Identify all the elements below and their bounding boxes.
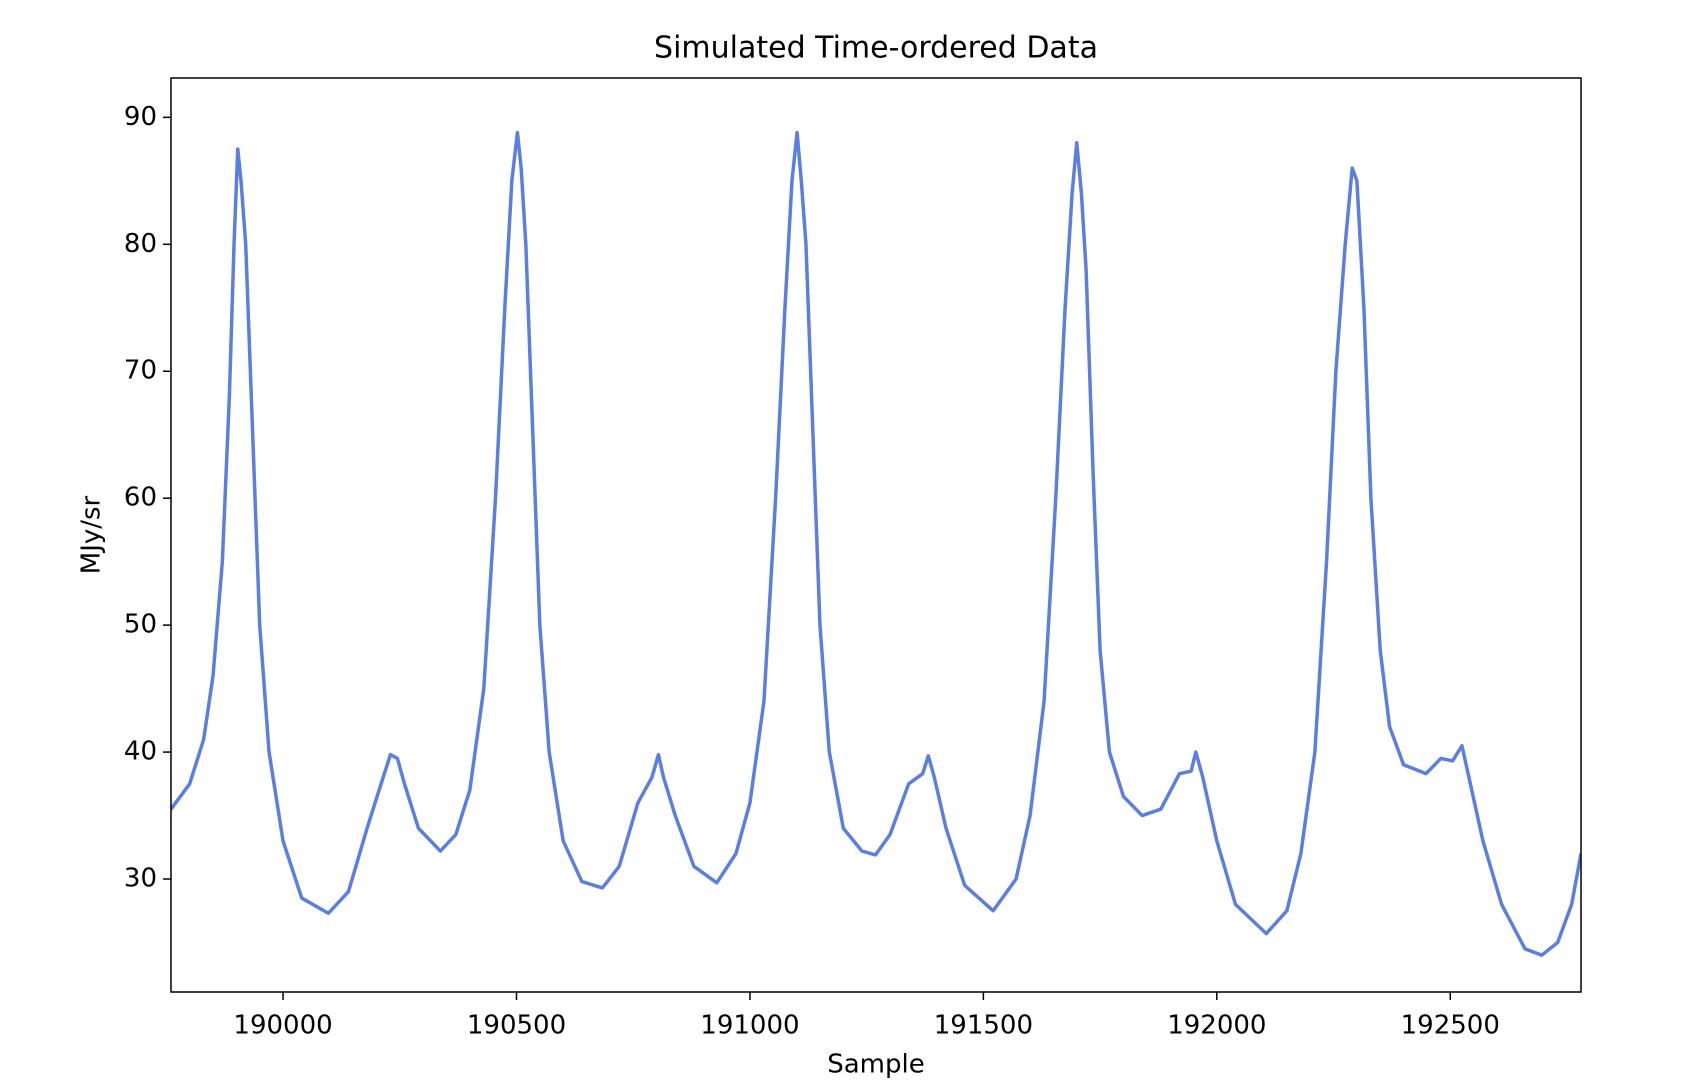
x-tick-label: 191000 xyxy=(700,1011,799,1041)
y-tick-label: 60 xyxy=(124,483,157,513)
y-tick-label: 40 xyxy=(124,737,157,767)
y-tick-label: 80 xyxy=(124,229,157,259)
y-tick-label: 90 xyxy=(124,102,157,132)
x-axis-label: Sample xyxy=(827,1050,925,1080)
x-tick-label: 191500 xyxy=(934,1011,1033,1041)
x-tick-label: 192500 xyxy=(1401,1011,1500,1041)
data-line xyxy=(171,130,1581,957)
x-tick-label: 192000 xyxy=(1167,1011,1266,1041)
x-tick-label: 190000 xyxy=(233,1011,332,1041)
y-axis-label: MJy/sr xyxy=(77,495,107,574)
chart-title: Simulated Time-ordered Data xyxy=(654,31,1098,66)
y-tick-label: 70 xyxy=(124,356,157,386)
x-tick-label: 190500 xyxy=(467,1011,566,1041)
plot-frame xyxy=(170,77,1582,993)
y-tick-label: 50 xyxy=(124,610,157,640)
y-tick-label: 30 xyxy=(124,864,157,894)
